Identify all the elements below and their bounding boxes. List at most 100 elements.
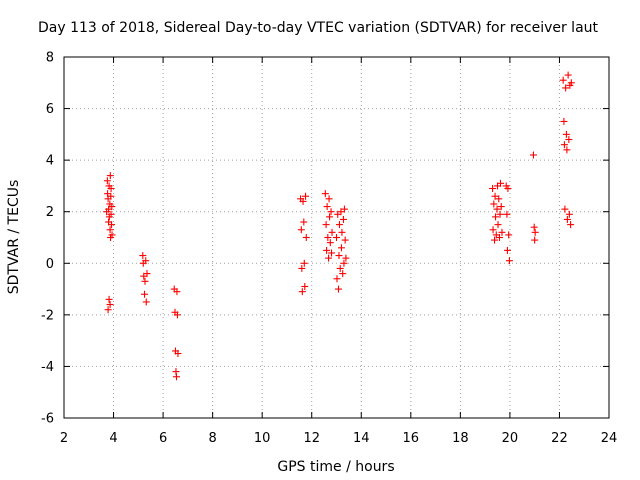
data-point — [503, 210, 511, 218]
chart-title: Day 113 of 2018, Sidereal Day-to-day VTE… — [38, 20, 599, 36]
data-point — [107, 210, 115, 218]
data-point — [106, 301, 114, 309]
data-point — [340, 259, 348, 267]
data-point — [108, 221, 116, 229]
data-point — [491, 192, 499, 200]
data-point — [298, 264, 306, 272]
data-point — [174, 350, 182, 358]
y-tick-label: 6 — [46, 102, 54, 117]
data-point — [173, 288, 181, 296]
y-tick-label: 2 — [46, 205, 54, 220]
data-point — [567, 79, 575, 87]
data-point — [339, 270, 347, 278]
data-point — [341, 236, 349, 244]
data-point — [495, 195, 503, 203]
data-point — [107, 185, 115, 193]
x-tick-label: 12 — [303, 431, 320, 446]
data-point — [531, 228, 539, 236]
data-point — [562, 84, 570, 92]
data-point — [143, 270, 151, 278]
data-point — [336, 264, 344, 272]
x-tick-label: 8 — [208, 431, 216, 446]
data-point — [172, 373, 180, 381]
data-point — [489, 185, 497, 193]
data-point — [503, 246, 511, 254]
x-tick-label: 20 — [502, 431, 519, 446]
data-point — [328, 249, 336, 257]
data-point — [338, 228, 346, 236]
data-point — [327, 208, 335, 216]
data-point — [107, 192, 115, 200]
data-point — [560, 117, 568, 125]
data-point — [565, 210, 573, 218]
data-point — [321, 190, 329, 198]
data-point — [301, 282, 309, 290]
data-point — [335, 221, 343, 229]
data-point — [564, 71, 572, 79]
data-point — [300, 259, 308, 267]
data-point — [323, 203, 331, 211]
data-point — [340, 205, 348, 213]
data-point — [299, 197, 307, 205]
data-point — [141, 277, 149, 285]
data-point — [325, 254, 333, 262]
data-point — [302, 192, 310, 200]
x-tick-label: 6 — [159, 431, 167, 446]
data-point — [490, 200, 498, 208]
data-point — [561, 205, 569, 213]
data-points — [103, 71, 575, 381]
data-point — [108, 203, 116, 211]
data-point — [492, 213, 500, 221]
data-point — [103, 177, 111, 185]
data-point — [325, 195, 333, 203]
data-point — [142, 298, 150, 306]
data-point — [337, 244, 345, 252]
data-point — [560, 141, 568, 149]
data-point — [491, 236, 499, 244]
y-axis-label: SDTVAR / TECUs — [6, 180, 22, 295]
x-axis-label: GPS time / hours — [277, 459, 394, 475]
y-tick-label: -2 — [41, 308, 54, 323]
data-point — [105, 295, 113, 303]
x-tick-label: 16 — [403, 431, 420, 446]
data-point — [300, 218, 308, 226]
data-point — [505, 257, 513, 265]
data-point — [142, 257, 150, 265]
data-point — [139, 252, 147, 260]
data-point — [567, 221, 575, 229]
data-point — [324, 234, 332, 241]
x-tick-label: 22 — [551, 431, 568, 446]
data-point — [498, 228, 506, 236]
data-point — [339, 215, 347, 223]
data-point — [563, 215, 571, 223]
data-point — [530, 223, 538, 231]
data-point — [531, 236, 539, 244]
data-point — [106, 226, 114, 234]
x-tick-label: 18 — [452, 431, 469, 446]
data-point — [333, 234, 340, 241]
y-tick-label: -6 — [41, 412, 54, 427]
data-point — [494, 221, 502, 229]
data-point — [529, 151, 537, 159]
data-point — [297, 226, 305, 234]
data-point — [493, 205, 501, 213]
data-point — [505, 231, 513, 239]
y-tick-label: 8 — [46, 51, 54, 66]
data-point — [173, 311, 181, 319]
data-point — [342, 254, 350, 262]
data-point — [141, 290, 149, 298]
data-point — [335, 252, 343, 260]
grid — [64, 57, 609, 418]
data-point — [496, 210, 504, 218]
data-point — [108, 231, 116, 239]
plot-frame — [63, 56, 610, 419]
x-tick-label: 4 — [109, 431, 117, 446]
y-tick-label: 4 — [46, 154, 54, 169]
y-tick-label: -4 — [41, 360, 54, 375]
data-point — [326, 239, 334, 247]
data-point — [496, 179, 504, 187]
x-tick-label: 10 — [254, 431, 271, 446]
data-point — [489, 226, 497, 234]
